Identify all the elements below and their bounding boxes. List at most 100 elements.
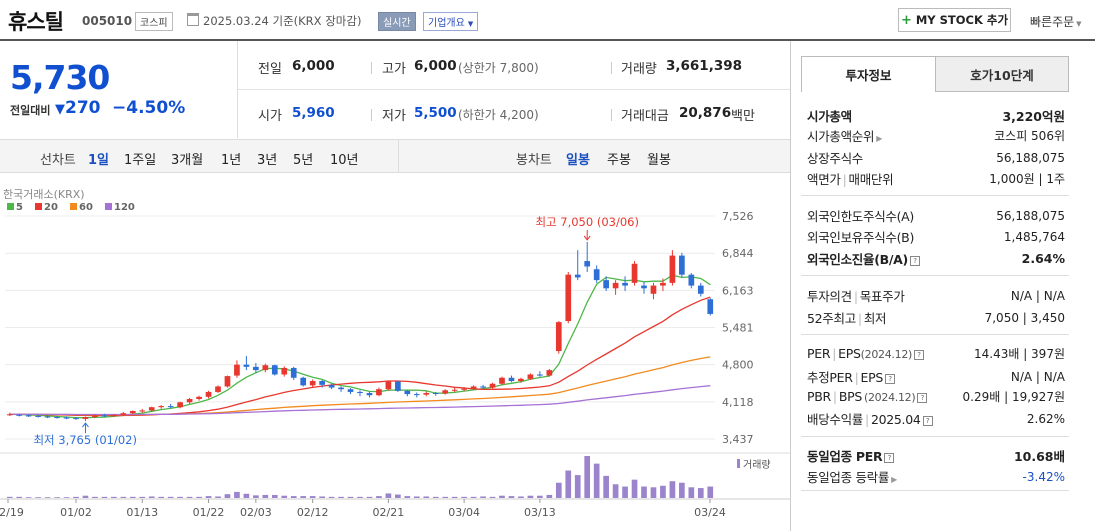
- candle-body: [186, 399, 193, 403]
- candle-body: [148, 407, 155, 411]
- volume-bar: [707, 486, 714, 498]
- high-label: 고가: [382, 62, 406, 77]
- volume-bar: [186, 496, 193, 498]
- dividend-row: 배당수익률 | 2025.04? 2.62%: [807, 411, 1065, 428]
- max-arrow-head: [583, 235, 591, 241]
- add-mystock-button[interactable]: + MY STOCK 추가: [898, 8, 1011, 32]
- foreign-hold-row: 외국인보유주식수(B) 1,485,764: [807, 229, 1065, 246]
- period-daily[interactable]: 일봉: [566, 153, 590, 168]
- price-box: [0, 41, 238, 138]
- candle-body: [470, 386, 477, 389]
- divider: [371, 62, 372, 74]
- investment-panel: [790, 41, 1095, 531]
- volume-bar: [167, 496, 174, 498]
- volume-bar: [120, 496, 127, 498]
- tab-order-book[interactable]: 호가10단계: [935, 56, 1069, 92]
- candle-body: [366, 393, 373, 396]
- period-3m[interactable]: 3개월: [171, 153, 204, 168]
- x-axis: 12/19 01/02 01/13 01/22 02/03 02/12 02/21 03/04…: [0, 499, 726, 519]
- help-icon[interactable]: ?: [917, 392, 928, 403]
- quick-order-dropdown[interactable]: 빠른주문 ▼: [1030, 13, 1082, 30]
- volume-legend-swatch: [737, 459, 740, 468]
- help-icon[interactable]: ?: [884, 452, 895, 463]
- chevron-right-icon: ▶: [876, 134, 883, 143]
- candle-body: [63, 417, 70, 419]
- stock-code: 005010: [82, 14, 133, 28]
- candle-body: [234, 364, 240, 376]
- market-cap-row: 시가총액 3,220억원: [807, 109, 1065, 124]
- sector-per-row: 동일업종 PER? 10.68배: [807, 449, 1065, 464]
- volume-bar: [366, 496, 373, 498]
- volume-bar: [338, 496, 344, 498]
- volume-bar: [451, 496, 458, 498]
- pbr-bps-row: PBR | BPS (2024.12)? 0.29배 | 19,927원: [807, 389, 1065, 404]
- tab-investment-info[interactable]: 투자정보: [801, 56, 936, 92]
- period-monthly[interactable]: 월봉: [647, 153, 671, 168]
- amount-unit: 백만: [731, 109, 755, 124]
- help-icon[interactable]: ?: [914, 349, 925, 360]
- volume-bar: [234, 491, 240, 498]
- market-cap-rank-row[interactable]: 시가총액순위 ▶ 코스피 506위: [807, 129, 1065, 144]
- y-tick-label: 6,844: [722, 247, 754, 260]
- caret-down-icon: ▼: [467, 20, 474, 28]
- volume-bar: [461, 496, 467, 498]
- amount-label: 거래대금: [621, 109, 669, 124]
- y-tick-label: 4,800: [722, 359, 754, 372]
- y-axis: 7,526 6,844 6,163 5,481 4,800 4,118 3,437: [722, 210, 754, 446]
- volume-bar: [35, 497, 41, 498]
- volume-bar: [148, 496, 155, 498]
- period-1w[interactable]: 1주일: [124, 153, 157, 168]
- stock-name: 휴스틸: [8, 10, 64, 34]
- plus-icon: +: [900, 12, 912, 28]
- candle-body: [669, 255, 676, 283]
- upper-limit: (상한가 7,800): [458, 61, 539, 75]
- candle-body: [253, 366, 259, 371]
- help-icon[interactable]: ?: [885, 373, 896, 384]
- company-info-dropdown[interactable]: 기업개요 ▼: [423, 12, 479, 31]
- period-weekly[interactable]: 주봉: [607, 153, 631, 168]
- period-1d[interactable]: 1일: [88, 153, 110, 168]
- help-icon[interactable]: ?: [922, 415, 933, 426]
- candle-body: [432, 393, 439, 395]
- candle-body: [679, 255, 685, 275]
- volume-bar: [508, 496, 515, 498]
- period-1y[interactable]: 1년: [221, 153, 242, 168]
- candle-body: [423, 393, 430, 395]
- y-tick-label: 4,118: [722, 396, 754, 409]
- volume-bar: [574, 475, 581, 498]
- period-5y[interactable]: 5년: [293, 153, 314, 168]
- x-tick-label: 12/19: [0, 506, 24, 519]
- volume-bar: [101, 496, 108, 498]
- open-label: 시가: [258, 109, 282, 124]
- volume-bar: [442, 496, 449, 498]
- y-tick-label: 5,481: [722, 322, 754, 335]
- volume-bar: [129, 496, 136, 498]
- volume-bar: [6, 496, 13, 498]
- period-3y[interactable]: 3년: [257, 153, 278, 168]
- x-tick-label: 03/24: [694, 506, 726, 519]
- prev-close-label: 전일: [258, 62, 282, 77]
- candle-body: [309, 381, 316, 386]
- period-10y[interactable]: 10년: [330, 153, 359, 168]
- sector-change-row[interactable]: 동일업종 등락률 ▶ -3.42%: [807, 469, 1065, 486]
- help-icon[interactable]: ?: [909, 255, 920, 266]
- candle-body: [603, 280, 609, 289]
- candle-body: [177, 402, 183, 408]
- prev-close-value: 6,000: [292, 58, 335, 74]
- volume-bar: [593, 463, 600, 498]
- volume-bars: 거래량: [6, 456, 771, 498]
- volume-bar: [44, 497, 51, 498]
- volume-bar: [139, 496, 146, 498]
- current-price: 5,730: [10, 58, 110, 97]
- foreign-ratio-row: 외국인소진율(B/A)? 2.64%: [807, 251, 1065, 267]
- volume-bar: [584, 456, 591, 498]
- max-annotation: 최고 7,050 (03/06): [535, 215, 639, 229]
- volume-bar: [357, 496, 363, 498]
- chart-grid: [0, 215, 790, 500]
- chevron-right-icon: ▶: [891, 475, 897, 484]
- volume-bar: [555, 482, 562, 498]
- volume-bar: [641, 486, 647, 498]
- stock-chart[interactable]: 한국거래소(KRX) 5 20 60 120 7,526 6,844 6,163 5,481…: [0, 183, 790, 531]
- par-unit-row: 액면가 | 매매단위 1,000원 | 1주: [807, 172, 1065, 187]
- realtime-button[interactable]: 실시간: [378, 12, 416, 31]
